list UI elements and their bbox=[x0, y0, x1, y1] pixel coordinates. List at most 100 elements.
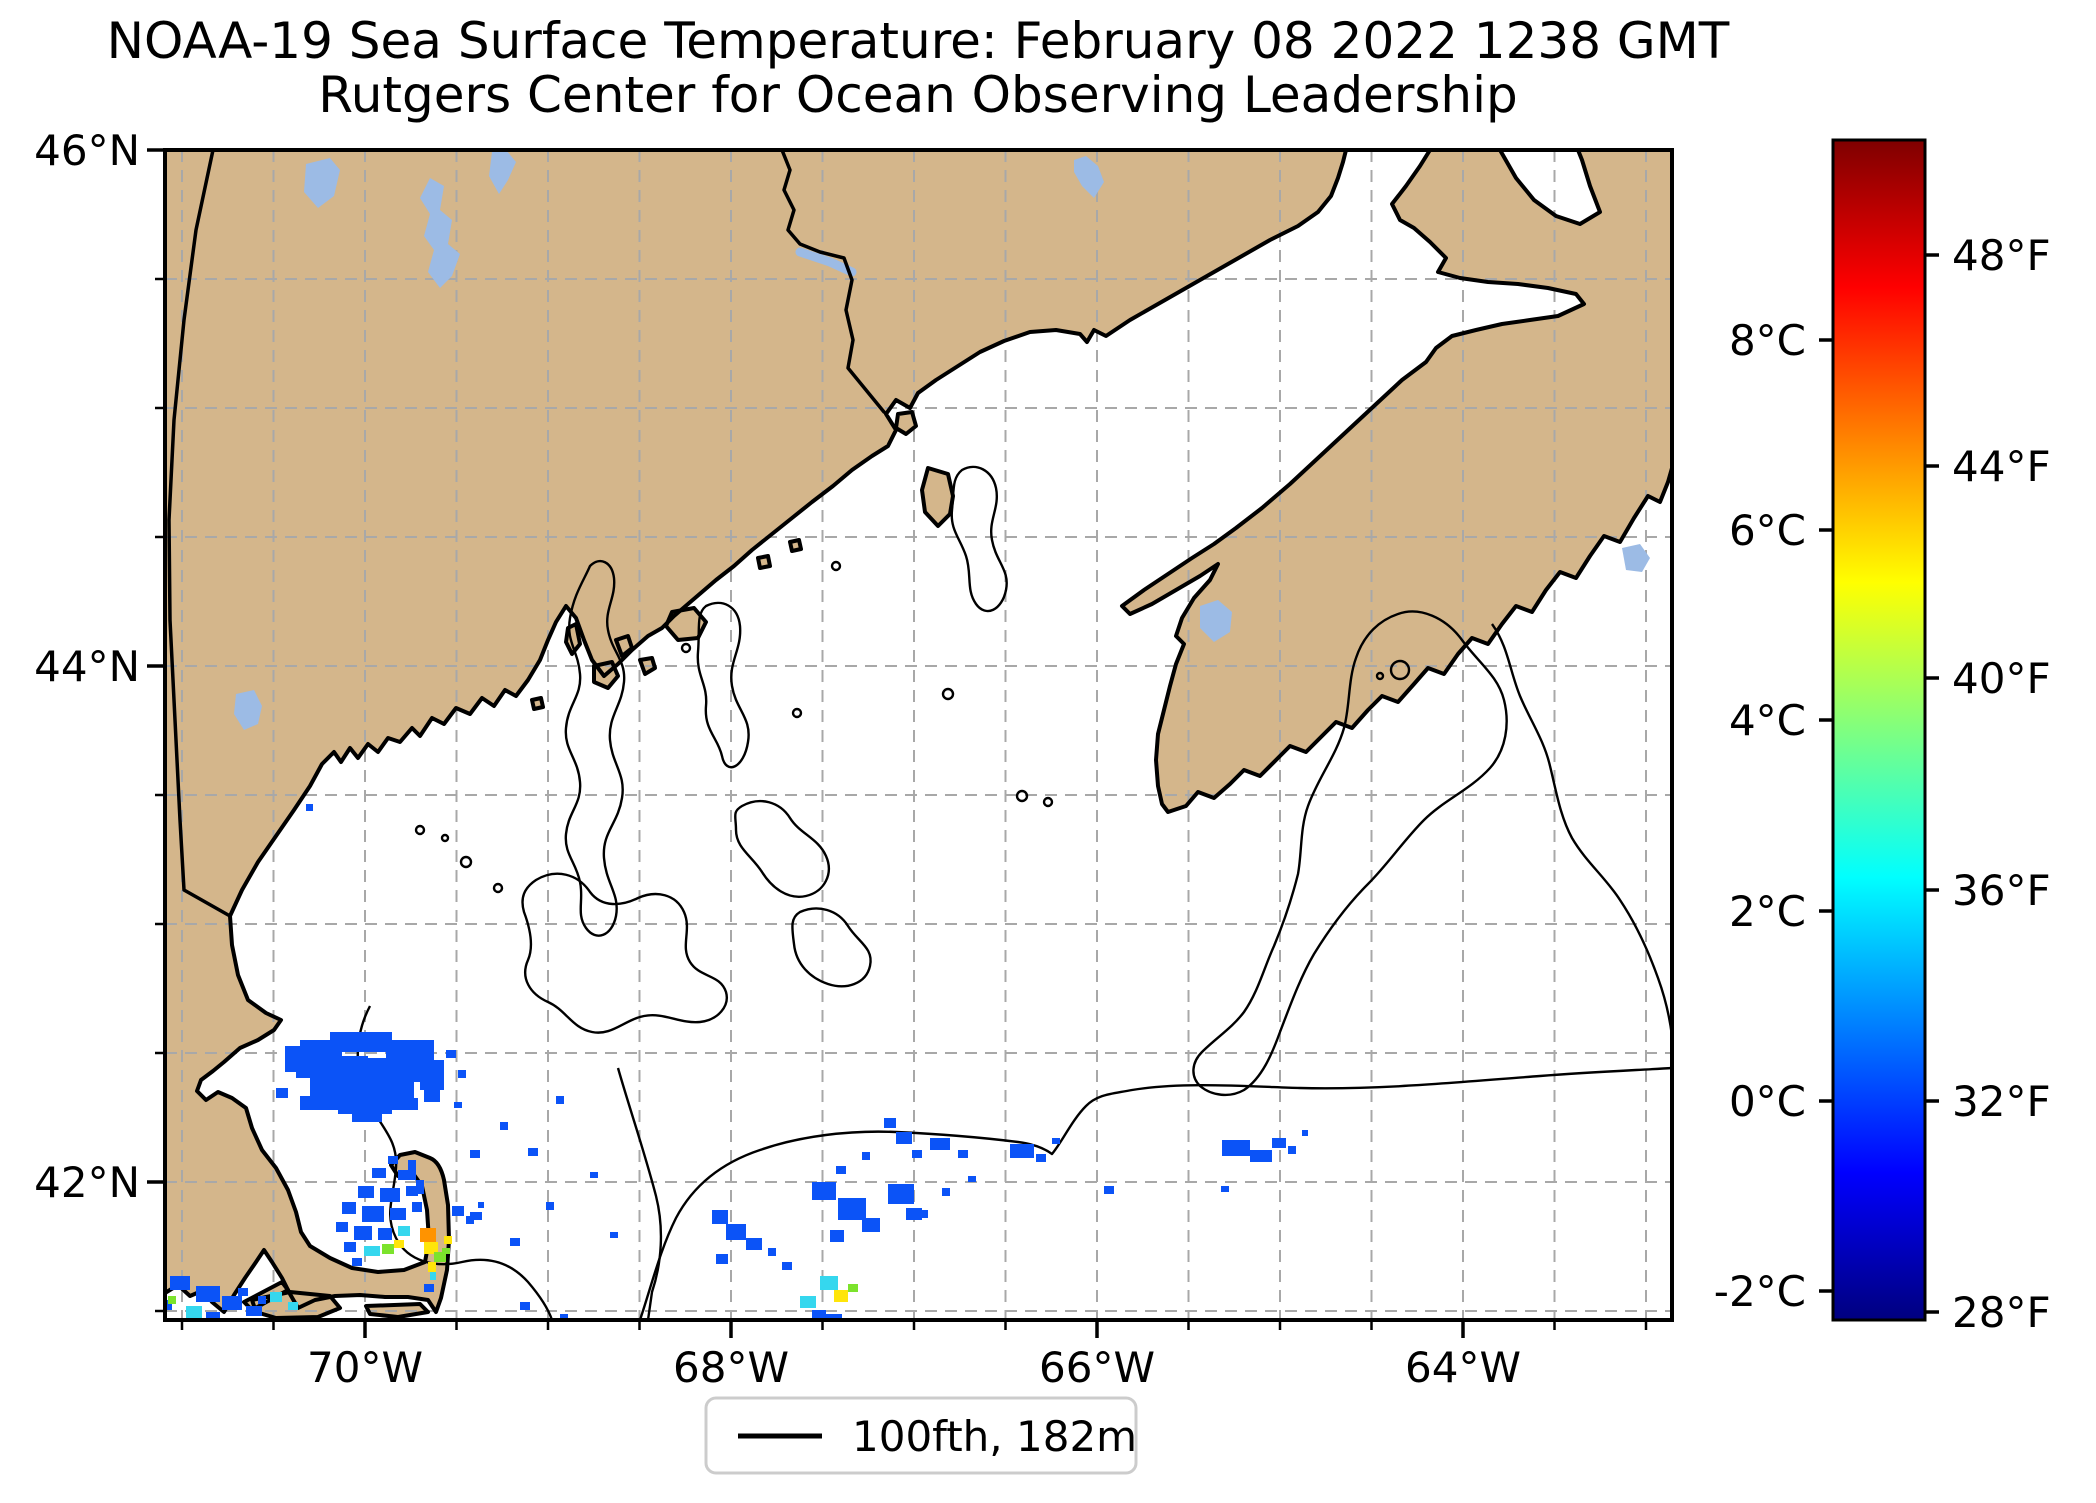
colorbar-celsius-label: 6°C bbox=[1729, 506, 1806, 555]
legend: 100fth, 182m bbox=[704, 1396, 1138, 1475]
figure-subtitle: Rutgers Center for Ocean Observing Leade… bbox=[318, 66, 1518, 124]
sst-pixel bbox=[510, 1238, 520, 1246]
state-border-west bbox=[167, 150, 232, 918]
sst-pixel bbox=[838, 1198, 866, 1220]
sst-pixel bbox=[812, 1182, 836, 1200]
sst-pixel bbox=[836, 1166, 846, 1174]
x-tick-label: 68°W bbox=[673, 1343, 789, 1392]
bathymetry-contours bbox=[356, 465, 1672, 1320]
sst-pixel bbox=[862, 1152, 870, 1160]
colorbar-celsius-label: 0°C bbox=[1729, 1077, 1806, 1126]
st-croix-river bbox=[795, 247, 857, 277]
sst-pixel bbox=[454, 1102, 462, 1108]
sst-pixel bbox=[746, 1238, 762, 1250]
lakes-layer bbox=[234, 150, 1650, 730]
colorbar-fahrenheit-label: 40°F bbox=[1952, 654, 2051, 703]
colorbar-fahrenheit-label: 44°F bbox=[1952, 442, 2051, 491]
contour-great-south-channel bbox=[616, 1067, 663, 1320]
sst-pixel bbox=[388, 1156, 398, 1164]
sst-pixel bbox=[362, 1206, 384, 1222]
sst-pixel bbox=[1010, 1144, 1034, 1158]
axis-ticks bbox=[147, 148, 1648, 1338]
sst-pixel bbox=[420, 1060, 444, 1090]
lake-rangeley bbox=[304, 158, 340, 208]
sst-pixel bbox=[168, 1296, 176, 1304]
contour-dot bbox=[680, 642, 692, 654]
sst-pixel bbox=[884, 1118, 896, 1128]
contour-dot bbox=[414, 824, 426, 836]
sst-pixel bbox=[378, 1228, 392, 1240]
colorbar-fahrenheit-label: 32°F bbox=[1952, 1077, 2051, 1126]
sst-pixel bbox=[918, 1210, 928, 1218]
sst-pixel bbox=[896, 1132, 912, 1144]
sst-pixel bbox=[726, 1224, 746, 1240]
contour-dot bbox=[791, 707, 803, 719]
sst-pixel bbox=[782, 1262, 792, 1270]
sst-pixel bbox=[1036, 1154, 1046, 1162]
contour-blob-a bbox=[734, 799, 830, 898]
sst-pixel bbox=[1288, 1146, 1296, 1154]
sst-pixel bbox=[352, 1258, 362, 1266]
sst-pixel bbox=[150, 1262, 164, 1272]
lake-sebago bbox=[234, 690, 262, 730]
sst-pixel bbox=[1302, 1130, 1308, 1136]
sst-pixel bbox=[546, 1202, 554, 1210]
sst-pixel bbox=[430, 1272, 436, 1280]
y-tick-label: 42°N bbox=[34, 1158, 140, 1207]
sst-pixel bbox=[478, 1202, 484, 1208]
contour-dot bbox=[1042, 796, 1054, 808]
sst-pixel bbox=[306, 804, 313, 811]
sst-pixel bbox=[560, 1314, 568, 1320]
sst-pixel bbox=[466, 1216, 474, 1224]
sst-pixel bbox=[912, 1150, 922, 1158]
sst-pixel bbox=[364, 1246, 380, 1256]
sst-pixel bbox=[206, 1312, 220, 1320]
sst-pixel bbox=[716, 1254, 728, 1264]
lake-chesuncook bbox=[489, 150, 516, 194]
sst-pixel bbox=[390, 1208, 406, 1220]
sst-pixel bbox=[330, 1032, 392, 1052]
lake-nova-scotia-east bbox=[1622, 544, 1650, 572]
sst-pixel bbox=[296, 1056, 368, 1078]
sst-pixel bbox=[500, 1122, 508, 1130]
colorbar-gradient-bar bbox=[1831, 138, 1927, 1322]
sst-pixel bbox=[222, 1296, 242, 1310]
sst-pixel bbox=[382, 1244, 394, 1254]
contour-dot bbox=[492, 882, 504, 894]
sst-pixel bbox=[416, 1180, 424, 1194]
sst-pixel bbox=[1250, 1150, 1272, 1162]
sst-pixel bbox=[380, 1188, 400, 1202]
legend-label: 100fth, 182m bbox=[852, 1412, 1137, 1461]
sst-pixel bbox=[942, 1188, 950, 1196]
colorbar-celsius-label: 4°C bbox=[1729, 696, 1806, 745]
sst-pixel bbox=[398, 1170, 412, 1180]
sst-pixel bbox=[246, 1306, 262, 1316]
sst-pixel bbox=[862, 1218, 880, 1232]
sst-pixel bbox=[590, 1172, 598, 1178]
sst-pixel bbox=[362, 1058, 426, 1082]
sst-pixel bbox=[364, 1080, 414, 1102]
colorbar-ticks: 8°C 6°C 4°C 2°C 0°C -2°C 48°F 44°F 40°F 36°F 32°F 2… bbox=[1714, 231, 2051, 1337]
sst-pixel bbox=[372, 1168, 386, 1178]
sst-pixel bbox=[270, 1292, 282, 1302]
sst-pixel bbox=[556, 1096, 564, 1104]
contour-dot bbox=[830, 560, 842, 572]
colorbar-celsius-label: 2°C bbox=[1729, 887, 1806, 936]
sst-pixel bbox=[258, 1296, 266, 1304]
sst-pixel bbox=[186, 1306, 202, 1318]
sst-pixel bbox=[528, 1148, 538, 1156]
sst-pixel bbox=[830, 1230, 844, 1242]
sst-pixel-layer bbox=[150, 804, 1308, 1320]
sst-pixel bbox=[354, 1226, 372, 1240]
sst-pixel bbox=[406, 1186, 418, 1196]
contour-dot bbox=[459, 855, 473, 869]
x-tick-label: 66°W bbox=[1039, 1343, 1155, 1392]
figure-title: NOAA-19 Sea Surface Temperature: Februar… bbox=[107, 12, 1730, 70]
borders-layer bbox=[167, 150, 886, 918]
sst-pixel bbox=[358, 1186, 374, 1198]
lake-rossignol bbox=[1200, 600, 1232, 642]
contour-central-blob bbox=[696, 601, 750, 769]
lake-moosehead bbox=[420, 178, 460, 288]
sst-pixel bbox=[812, 1310, 826, 1320]
